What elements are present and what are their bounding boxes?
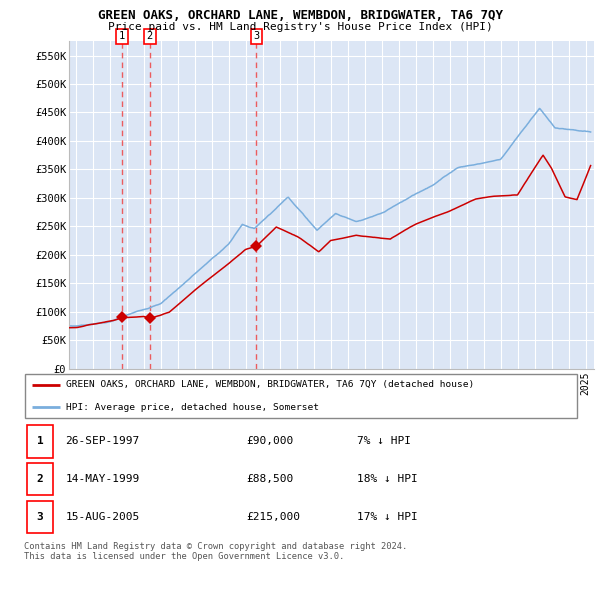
Text: £215,000: £215,000 bbox=[246, 512, 300, 522]
Text: 3: 3 bbox=[253, 31, 259, 41]
Bar bbox=[27, 502, 53, 533]
Text: 2: 2 bbox=[147, 31, 153, 41]
Text: 15-AUG-2005: 15-AUG-2005 bbox=[65, 512, 140, 522]
Text: 2: 2 bbox=[37, 474, 43, 484]
Bar bbox=[27, 425, 53, 457]
Text: HPI: Average price, detached house, Somerset: HPI: Average price, detached house, Some… bbox=[65, 402, 319, 411]
Bar bbox=[27, 463, 53, 496]
Text: GREEN OAKS, ORCHARD LANE, WEMBDON, BRIDGWATER, TA6 7QY (detached house): GREEN OAKS, ORCHARD LANE, WEMBDON, BRIDG… bbox=[65, 381, 474, 389]
Text: £90,000: £90,000 bbox=[246, 437, 293, 447]
Text: 17% ↓ HPI: 17% ↓ HPI bbox=[357, 512, 418, 522]
Text: 1: 1 bbox=[37, 437, 43, 447]
Text: 18% ↓ HPI: 18% ↓ HPI bbox=[357, 474, 418, 484]
Text: Contains HM Land Registry data © Crown copyright and database right 2024.
This d: Contains HM Land Registry data © Crown c… bbox=[24, 542, 407, 561]
Text: 3: 3 bbox=[37, 512, 43, 522]
Text: £88,500: £88,500 bbox=[246, 474, 293, 484]
Text: 7% ↓ HPI: 7% ↓ HPI bbox=[357, 437, 411, 447]
Text: 26-SEP-1997: 26-SEP-1997 bbox=[65, 437, 140, 447]
Text: GREEN OAKS, ORCHARD LANE, WEMBDON, BRIDGWATER, TA6 7QY: GREEN OAKS, ORCHARD LANE, WEMBDON, BRIDG… bbox=[97, 9, 503, 22]
Text: Price paid vs. HM Land Registry's House Price Index (HPI): Price paid vs. HM Land Registry's House … bbox=[107, 22, 493, 32]
Text: 1: 1 bbox=[119, 31, 125, 41]
Text: 14-MAY-1999: 14-MAY-1999 bbox=[65, 474, 140, 484]
